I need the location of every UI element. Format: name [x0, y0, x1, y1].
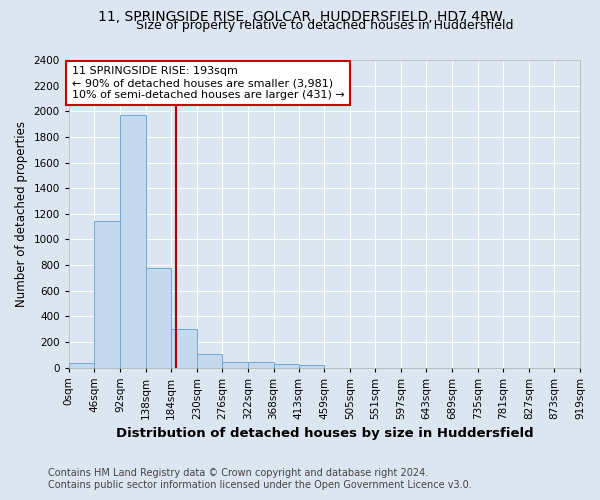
Bar	[274, 364, 299, 368]
Bar	[223, 362, 248, 368]
Y-axis label: Number of detached properties: Number of detached properties	[15, 121, 28, 307]
Bar	[171, 329, 197, 368]
Bar	[94, 222, 120, 368]
Title: Size of property relative to detached houses in Huddersfield: Size of property relative to detached ho…	[136, 20, 513, 32]
Text: Contains HM Land Registry data © Crown copyright and database right 2024.: Contains HM Land Registry data © Crown c…	[48, 468, 428, 477]
X-axis label: Distribution of detached houses by size in Huddersfield: Distribution of detached houses by size …	[116, 427, 533, 440]
Bar	[146, 268, 171, 368]
Text: 11, SPRINGSIDE RISE, GOLCAR, HUDDERSFIELD, HD7 4RW: 11, SPRINGSIDE RISE, GOLCAR, HUDDERSFIEL…	[98, 10, 502, 24]
Bar	[197, 354, 223, 368]
Bar	[120, 115, 146, 368]
Bar	[299, 365, 324, 368]
Bar	[248, 362, 274, 368]
Text: Contains public sector information licensed under the Open Government Licence v3: Contains public sector information licen…	[48, 480, 472, 490]
Text: 11 SPRINGSIDE RISE: 193sqm
← 90% of detached houses are smaller (3,981)
10% of s: 11 SPRINGSIDE RISE: 193sqm ← 90% of deta…	[71, 66, 344, 100]
Bar	[69, 363, 94, 368]
